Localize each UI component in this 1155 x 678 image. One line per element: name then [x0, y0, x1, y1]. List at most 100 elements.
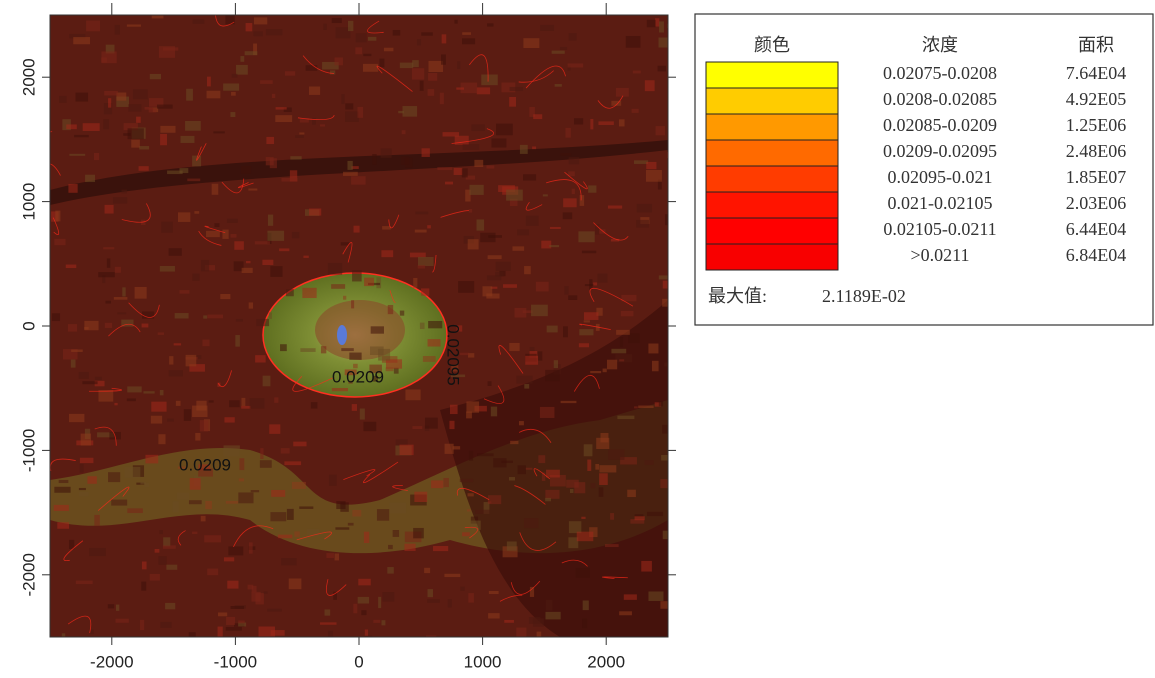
texture — [160, 266, 175, 272]
texture — [326, 553, 334, 558]
texture — [248, 188, 257, 190]
texture — [328, 263, 342, 275]
texture — [512, 246, 524, 250]
texture — [641, 561, 652, 572]
texture — [263, 376, 271, 387]
texture — [241, 406, 251, 409]
texture — [524, 266, 531, 274]
texture — [192, 156, 201, 167]
texture — [568, 295, 577, 300]
texture — [428, 589, 433, 597]
texture — [155, 549, 160, 553]
texture — [488, 255, 502, 259]
texture — [269, 312, 272, 318]
texture — [413, 278, 417, 288]
texture — [525, 356, 538, 365]
texture — [364, 532, 369, 543]
legend-swatch — [706, 244, 838, 270]
texture — [222, 230, 228, 239]
texture — [320, 124, 325, 126]
texture — [368, 37, 376, 41]
texture — [616, 88, 629, 97]
texture — [266, 29, 283, 35]
legend-area: 2.48E06 — [1066, 141, 1127, 161]
texture — [477, 219, 485, 230]
texture — [422, 148, 430, 157]
texture — [299, 506, 313, 509]
texture — [300, 348, 315, 352]
texture — [329, 475, 337, 486]
texture — [231, 92, 236, 96]
texture — [481, 75, 497, 86]
texture — [656, 126, 665, 135]
texture — [564, 286, 568, 295]
legend-swatch — [706, 88, 838, 114]
texture — [139, 146, 149, 149]
texture — [174, 343, 181, 345]
texture — [488, 381, 492, 386]
texture — [287, 509, 294, 520]
texture — [76, 581, 93, 585]
texture — [269, 424, 280, 434]
texture — [235, 335, 240, 347]
texture — [469, 185, 483, 195]
texture — [355, 47, 362, 54]
texture — [443, 478, 448, 487]
texture — [192, 274, 199, 281]
texture — [163, 47, 178, 50]
texture — [412, 426, 422, 429]
texture — [121, 190, 126, 194]
texture — [328, 631, 333, 640]
texture — [378, 597, 381, 608]
texture — [400, 311, 404, 316]
texture — [410, 253, 426, 258]
texture — [236, 319, 243, 322]
legend-area: 6.84E04 — [1066, 245, 1127, 265]
texture — [135, 287, 147, 299]
texture — [520, 145, 528, 154]
texture — [195, 433, 200, 441]
texture — [280, 344, 287, 351]
texture — [560, 47, 567, 50]
texture — [382, 226, 391, 230]
texture — [546, 600, 553, 611]
texture — [289, 579, 302, 590]
texture — [279, 248, 289, 251]
texture — [645, 460, 654, 465]
texture — [345, 103, 353, 109]
texture — [516, 376, 532, 384]
texture — [412, 68, 424, 79]
texture — [108, 604, 114, 608]
texture — [467, 509, 471, 511]
texture — [255, 355, 266, 362]
texture — [460, 479, 473, 482]
texture — [493, 458, 506, 467]
texture — [636, 220, 649, 228]
texture — [646, 162, 656, 169]
texture — [647, 20, 656, 27]
texture — [204, 535, 221, 542]
texture — [587, 460, 591, 471]
y-tick-label: 1000 — [19, 183, 38, 221]
texture — [185, 121, 201, 131]
texture — [523, 174, 536, 180]
texture — [180, 290, 190, 294]
texture — [415, 212, 428, 215]
texture — [246, 23, 253, 31]
texture — [563, 212, 573, 219]
texture — [633, 71, 641, 74]
texture — [351, 300, 354, 308]
texture — [79, 372, 89, 379]
texture — [402, 130, 406, 134]
texture — [224, 557, 234, 561]
texture — [596, 438, 609, 449]
texture — [563, 198, 576, 207]
texture — [173, 501, 179, 512]
texture — [660, 601, 677, 609]
texture — [603, 369, 607, 373]
texture — [128, 128, 144, 139]
texture — [543, 194, 548, 196]
texture — [471, 521, 481, 530]
contour-label: 0.02095 — [444, 324, 463, 385]
texture — [474, 160, 483, 167]
